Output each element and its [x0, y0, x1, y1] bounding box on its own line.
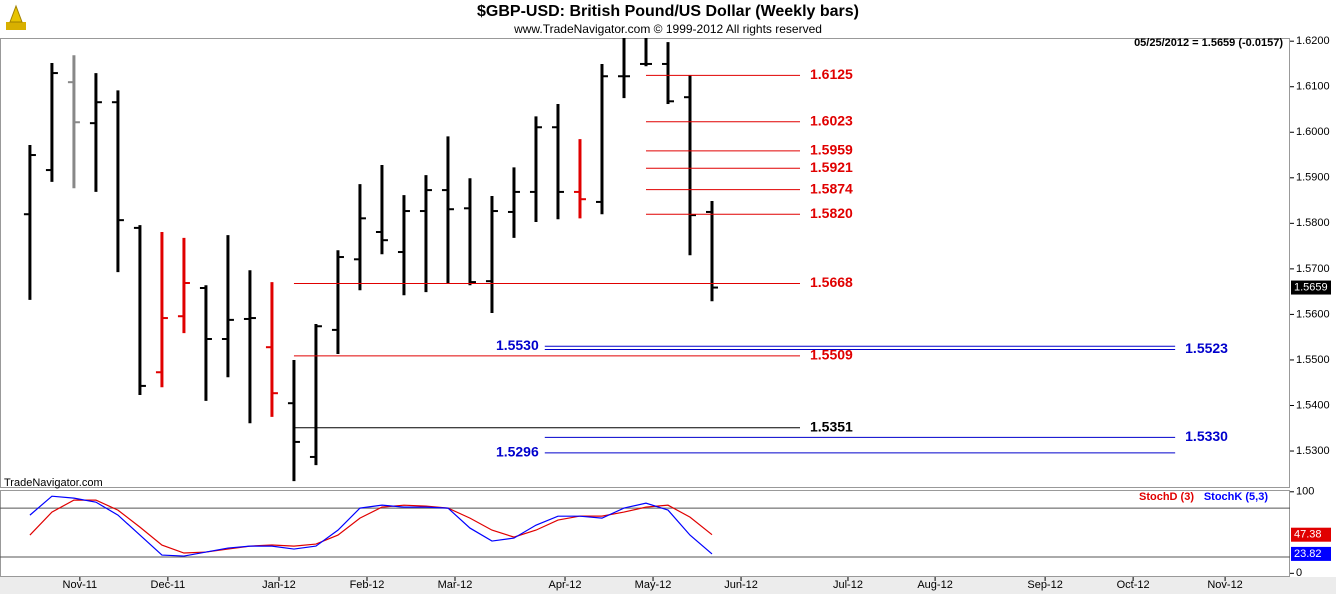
chart-subtitle: www.TradeNavigator.com © 1999-2012 All r…: [513, 22, 822, 36]
y-tick-label: 1.6200: [1296, 35, 1330, 47]
x-tick-label: Jul-12: [833, 579, 863, 591]
main-plot: [23, 38, 718, 482]
level-label: 1.6023: [810, 112, 853, 128]
level-label: 1.5959: [810, 142, 853, 158]
chart-title: $GBP-USD: British Pound/US Dollar (Weekl…: [477, 3, 859, 20]
last-value-label: 47.38: [1294, 529, 1322, 541]
level-label: 1.5820: [810, 205, 853, 221]
x-tick-label: Nov-11: [63, 579, 98, 591]
x-tick-label: Dec-11: [151, 579, 186, 591]
legend-entry: StochK (5,3): [1204, 491, 1269, 503]
x-tick-label: May-12: [635, 579, 672, 591]
y-tick-label: 1.5900: [1296, 172, 1330, 184]
y-tick-label: 100: [1296, 486, 1314, 498]
level-label: 1.5921: [810, 159, 853, 175]
x-axis-band: [0, 577, 1336, 594]
x-tick-label: Oct-12: [1117, 579, 1150, 591]
level-label: 1.5351: [810, 419, 853, 435]
y-tick-label: 1.5600: [1296, 308, 1330, 320]
x-tick-label: Jun-12: [724, 579, 758, 591]
x-tick-label: Apr-12: [549, 579, 582, 591]
level-label: 1.5330: [1185, 428, 1228, 444]
y-tick-label: 1.5500: [1296, 354, 1330, 366]
y-tick-label: 1.5800: [1296, 217, 1330, 229]
y-tick-label: 1.6100: [1296, 81, 1330, 93]
stoch-line: [29, 499, 713, 554]
y-tick-label: 1.5400: [1296, 399, 1330, 411]
level-label: 1.5530: [496, 337, 539, 353]
last-value-box: [1291, 546, 1331, 561]
level-label: 1.5296: [496, 444, 539, 460]
level-label: 1.5874: [810, 180, 853, 196]
level-label: 1.5509: [810, 347, 853, 363]
main-frame: [0, 38, 1290, 488]
x-tick-label: Feb-12: [350, 579, 385, 591]
level-label: 1.5668: [810, 274, 853, 290]
legend-entry: StochD (3): [1139, 491, 1194, 503]
y-tick-label: 1.5300: [1296, 445, 1330, 457]
x-tick-label: Jan-12: [262, 579, 296, 591]
last-value-label: 23.82: [1294, 548, 1322, 560]
stoch-line: [29, 495, 713, 557]
last-value-box: [1291, 527, 1331, 542]
watermark: TradeNavigator.com: [4, 477, 103, 489]
x-tick-label: Aug-12: [917, 579, 952, 591]
x-tick-label: Nov-12: [1207, 579, 1242, 591]
logo: [6, 4, 26, 30]
y-tick-label: 0: [1296, 567, 1302, 579]
stoch-frame: [0, 490, 1290, 577]
status-text: 05/25/2012 = 1.5659 (-0.0157): [1134, 37, 1283, 49]
level-label: 1.6125: [810, 66, 853, 82]
last-value-label: 1.5659: [1294, 281, 1328, 293]
x-tick-label: Sep-12: [1027, 579, 1062, 591]
y-tick-label: 1.5700: [1296, 263, 1330, 275]
y-tick-label: 1.6000: [1296, 126, 1330, 138]
last-value-box: [1291, 280, 1331, 295]
x-tick-label: Mar-12: [438, 579, 473, 591]
level-label: 1.5523: [1185, 340, 1228, 356]
